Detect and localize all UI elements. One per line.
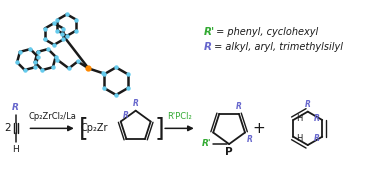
Text: P: P (225, 147, 233, 157)
Text: R: R (236, 102, 242, 111)
Text: R: R (123, 111, 129, 120)
Text: [: [ (79, 116, 89, 140)
Text: R: R (133, 99, 139, 108)
Text: +: + (252, 121, 265, 136)
Text: Cp₂Zr: Cp₂Zr (81, 123, 108, 133)
Text: H: H (296, 134, 303, 143)
Text: R': R' (204, 27, 215, 37)
Text: R: R (313, 113, 319, 123)
Text: R'PCl₂: R'PCl₂ (167, 112, 192, 121)
Text: ]: ] (154, 116, 164, 140)
Text: 2: 2 (4, 123, 11, 133)
Text: R': R' (202, 139, 211, 148)
Text: = alkyl, aryl, trimethylsilyl: = alkyl, aryl, trimethylsilyl (211, 42, 343, 52)
Text: H: H (12, 145, 19, 154)
Text: R: R (204, 42, 211, 52)
Text: R: R (313, 134, 319, 143)
Text: H: H (296, 113, 303, 123)
Text: Cp₂ZrCl₂/La: Cp₂ZrCl₂/La (28, 112, 76, 121)
Text: R: R (305, 100, 311, 109)
Text: R: R (247, 134, 253, 144)
Text: R: R (12, 103, 19, 112)
Text: = phenyl, cyclohexyl: = phenyl, cyclohexyl (213, 27, 319, 37)
